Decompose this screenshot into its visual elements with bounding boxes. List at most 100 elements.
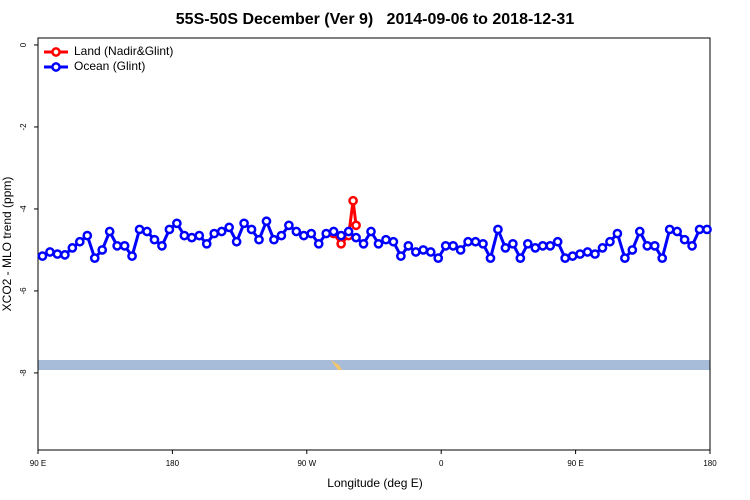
data-point — [157, 240, 167, 251]
data-point — [149, 234, 160, 245]
data-point — [246, 224, 257, 235]
data-point — [284, 220, 294, 231]
data-point — [672, 226, 682, 237]
data-point — [694, 224, 705, 235]
map-land — [331, 360, 342, 370]
data-point — [67, 243, 78, 253]
data-point — [634, 226, 645, 237]
data-point — [194, 230, 205, 241]
data-point — [313, 238, 324, 249]
data-point — [702, 224, 712, 235]
data-point — [82, 230, 93, 241]
data-point — [298, 230, 309, 241]
x-tick-label: 180 — [166, 459, 180, 468]
data-point — [186, 232, 197, 243]
data-point — [552, 236, 563, 247]
y-tick-label: -2 — [19, 123, 28, 131]
y-tick-label: -4 — [19, 205, 28, 213]
x-tick-label: 90 E — [30, 459, 46, 468]
data-point — [463, 236, 473, 247]
data-point — [179, 230, 190, 241]
data-point — [37, 251, 48, 261]
legend-marker — [51, 47, 61, 57]
data-point — [306, 228, 317, 239]
data-point — [560, 253, 570, 263]
data-point — [343, 226, 354, 237]
data-point — [388, 236, 399, 247]
data-point — [381, 234, 391, 245]
data-point — [216, 226, 227, 237]
data-point — [89, 253, 100, 263]
data-point — [351, 232, 361, 243]
data-point — [336, 238, 346, 249]
data-point — [642, 240, 653, 251]
data-point — [537, 240, 548, 251]
plot-frame — [37, 37, 711, 451]
data-point — [508, 238, 518, 249]
legend-marker — [51, 62, 61, 72]
data-point — [358, 238, 369, 249]
data-point — [119, 240, 130, 251]
data-point — [239, 218, 249, 229]
data-point — [597, 243, 608, 253]
y-tick-label: -8 — [19, 369, 28, 377]
data-point — [545, 240, 556, 251]
data-point — [366, 226, 376, 237]
data-point — [74, 236, 85, 247]
data-point — [209, 228, 220, 239]
x-tick-label: 180 — [703, 459, 717, 468]
y-tick-label: 0 — [19, 42, 28, 47]
data-point — [433, 253, 444, 263]
data-point — [590, 249, 600, 259]
data-point — [97, 245, 108, 255]
data-point — [582, 247, 593, 257]
data-point — [627, 245, 638, 255]
data-point — [612, 228, 623, 239]
data-point — [575, 249, 585, 259]
data-point — [657, 253, 668, 263]
data-point — [52, 249, 63, 259]
data-point — [620, 253, 630, 263]
data-point — [231, 236, 242, 247]
y-axis-label: XCO2 - MLO trend (ppm) — [0, 177, 14, 312]
x-tick-label: 0 — [439, 459, 444, 468]
data-point — [500, 243, 511, 253]
data-point — [515, 253, 526, 263]
data-point — [493, 224, 503, 235]
data-point — [321, 228, 332, 239]
data-point — [261, 216, 272, 227]
legend-label: Ocean (Glint) — [74, 59, 145, 73]
data-point — [649, 240, 660, 251]
data-point — [425, 247, 436, 257]
data-point — [664, 224, 675, 235]
data-point — [142, 226, 152, 237]
chart-title: 55S-50S December (Ver 9) 2014-09-06 to 2… — [176, 11, 575, 28]
x-tick-label: 90 W — [297, 459, 316, 468]
data-point — [396, 251, 406, 261]
data-point — [60, 250, 70, 260]
map-strip — [38, 360, 710, 370]
data-point — [276, 230, 287, 241]
data-point — [455, 245, 466, 255]
data-point — [470, 236, 481, 247]
data-point — [418, 245, 429, 255]
data-point — [134, 224, 145, 235]
data-point — [172, 218, 182, 229]
data-point — [605, 236, 615, 247]
data-point — [127, 251, 137, 261]
data-point — [224, 222, 234, 233]
data-point — [269, 234, 279, 245]
data-point — [45, 247, 55, 257]
y-tick-label: -6 — [19, 287, 28, 295]
legend-label: Land (Nadir&Glint) — [74, 44, 173, 58]
data-point — [687, 240, 697, 251]
data-point — [403, 240, 414, 251]
data-point — [104, 226, 115, 237]
data-point — [254, 234, 264, 245]
x-axis-label: Longitude (deg E) — [327, 476, 422, 490]
data-point — [567, 251, 578, 261]
data-point — [351, 220, 361, 231]
data-point — [201, 238, 212, 249]
data-point — [164, 224, 175, 235]
